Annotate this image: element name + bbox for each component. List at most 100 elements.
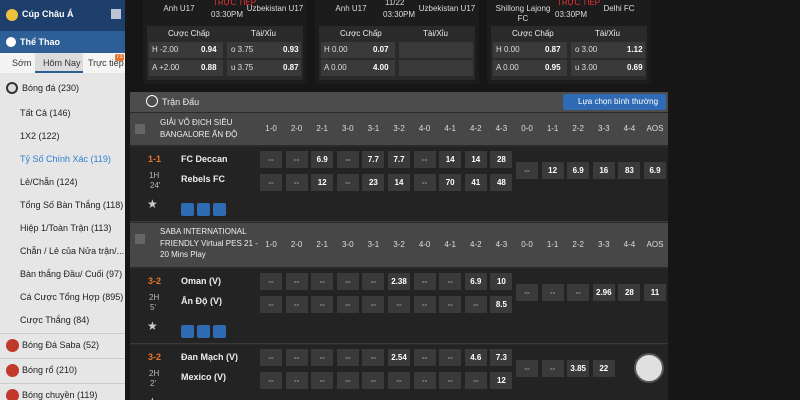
odds[interactable]: 12 — [496, 376, 506, 385]
card-ou-line: o 3.75 — [231, 45, 254, 54]
odds[interactable]: 14 — [394, 178, 404, 187]
column-label: 1-1 — [546, 240, 559, 249]
odds[interactable]: 41 — [471, 178, 481, 187]
odds[interactable]: 6.9 — [316, 155, 328, 164]
odds[interactable]: 11 — [650, 288, 660, 297]
odds-cell — [567, 162, 590, 179]
sport-item[interactable]: Bóng rổ (210) — [22, 365, 78, 375]
tab[interactable]: Hôm Nay — [43, 58, 81, 68]
menu-item[interactable]: Hiệp 1/Toàn Trận (113) — [20, 223, 112, 233]
sport-item[interactable]: Bóng chuyền (119) — [22, 390, 98, 400]
odds[interactable]: 28 — [496, 155, 506, 164]
card-ou-odds[interactable]: 1.12 — [627, 45, 643, 54]
odds-cell — [413, 296, 436, 313]
odds[interactable]: 28 — [624, 288, 634, 297]
card-hdp-odds[interactable]: 0.87 — [545, 45, 561, 54]
menu-item[interactable]: Bàn thắng Đầu/ Cuối (97) — [20, 269, 123, 279]
card-row — [571, 60, 645, 76]
odds[interactable]: 14 — [471, 155, 481, 164]
odds-cell — [311, 273, 334, 290]
odds[interactable]: 14 — [445, 155, 455, 164]
odds-cell — [260, 174, 282, 191]
odds[interactable]: 22 — [599, 364, 609, 373]
odds: -- — [319, 277, 325, 286]
odds[interactable]: 2.54 — [391, 353, 407, 362]
card-hdp-odds[interactable]: 0.94 — [201, 45, 217, 54]
odds[interactable]: 2.96 — [596, 288, 612, 297]
odds-cell — [260, 372, 282, 389]
odds[interactable]: 48 — [496, 178, 506, 187]
card-ou-odds[interactable]: 0.87 — [283, 63, 299, 72]
odds: -- — [293, 277, 300, 286]
menu-item[interactable]: 1X2 (122) — [20, 131, 60, 141]
tab[interactable]: Trực tiếp — [88, 58, 124, 68]
card-ou-odds[interactable]: 0.69 — [627, 63, 643, 72]
menu-item[interactable]: Cược Thắng (84) — [20, 315, 90, 325]
odds-cell — [413, 273, 436, 290]
odds: -- — [319, 353, 325, 362]
odds[interactable]: 7.7 — [393, 155, 405, 164]
column-label: 4-2 — [470, 124, 482, 133]
panel-header — [130, 92, 668, 112]
odds[interactable]: 6.9 — [572, 166, 584, 175]
odds[interactable]: 7.3 — [495, 353, 507, 362]
odds[interactable]: 3.85 — [570, 364, 586, 373]
column-label: AOS — [646, 124, 664, 133]
odds-cell — [516, 162, 538, 179]
card-status: TRỰC TIẾP — [557, 0, 601, 7]
odds[interactable]: 2.38 — [391, 277, 407, 286]
odds-cell — [362, 349, 385, 366]
card-hdp-odds[interactable]: 0.07 — [373, 45, 389, 54]
odds: -- — [293, 155, 300, 164]
odds-cell — [464, 174, 487, 191]
card-hdp-odds[interactable]: 4.00 — [373, 63, 389, 72]
odds: -- — [473, 376, 479, 385]
menu-item[interactable]: Cá Cược Tổng Hợp (895) — [20, 292, 124, 302]
sidebar-title[interactable]: Cúp Châu Á — [22, 9, 74, 19]
card-row — [321, 60, 395, 76]
menu-item[interactable]: Tổng Số Bàn Thắng (118) — [20, 200, 124, 210]
odds[interactable]: 12 — [317, 178, 327, 187]
card-row — [571, 42, 645, 58]
menu-item[interactable]: Chẵn / Lẻ của Nửa trận/... (111) — [20, 246, 147, 256]
odds[interactable]: 8.5 — [495, 300, 507, 309]
card-ou-line: o 3.00 — [575, 45, 598, 54]
odds-cell — [311, 174, 334, 191]
menu-item[interactable]: Tất Cả (146) — [20, 108, 71, 118]
odds[interactable]: 4.6 — [470, 353, 482, 362]
odds: -- — [345, 376, 351, 385]
odds[interactable]: 7.7 — [367, 155, 379, 164]
odds-cell — [362, 273, 385, 290]
odds[interactable]: 6.9 — [649, 166, 661, 175]
card-row — [493, 42, 567, 58]
match-minute: 2' — [150, 379, 156, 388]
odds[interactable]: 83 — [624, 166, 634, 175]
odds-cell — [592, 162, 615, 179]
odds: -- — [268, 155, 274, 164]
menu-item[interactable]: Lẻ/Chẵn (124) — [20, 177, 78, 187]
sport-divider — [0, 383, 125, 384]
odds: -- — [268, 178, 274, 187]
tab[interactable]: Sớm — [12, 58, 32, 68]
card-hdp-odds[interactable]: 0.95 — [545, 63, 561, 72]
menu-item[interactable]: Tỷ Số Chính Xác (119) — [20, 154, 111, 164]
odds[interactable]: 12 — [548, 166, 558, 175]
odds-cell — [464, 151, 487, 168]
column-label: 3-0 — [342, 124, 354, 133]
odds[interactable]: 23 — [368, 178, 378, 187]
odds[interactable]: 70 — [445, 178, 455, 187]
odds[interactable]: 16 — [599, 166, 609, 175]
column-label: 3-3 — [598, 240, 610, 249]
card-ou-odds[interactable]: 0.93 — [283, 45, 299, 54]
card-hdp-odds[interactable]: 0.88 — [201, 63, 217, 72]
odds[interactable]: 6.9 — [470, 277, 482, 286]
odds: -- — [268, 376, 274, 385]
odds[interactable]: 10 — [496, 277, 506, 286]
league-header — [130, 113, 668, 145]
column-label: 4-1 — [444, 240, 456, 249]
dropdown-label[interactable]: Lựa chọn bình thường — [578, 97, 659, 106]
sport-item[interactable]: Bóng đá (230) — [22, 83, 80, 93]
right-gutter — [668, 0, 800, 400]
sport-item[interactable]: Bóng Đá Saba (52) — [22, 340, 100, 350]
